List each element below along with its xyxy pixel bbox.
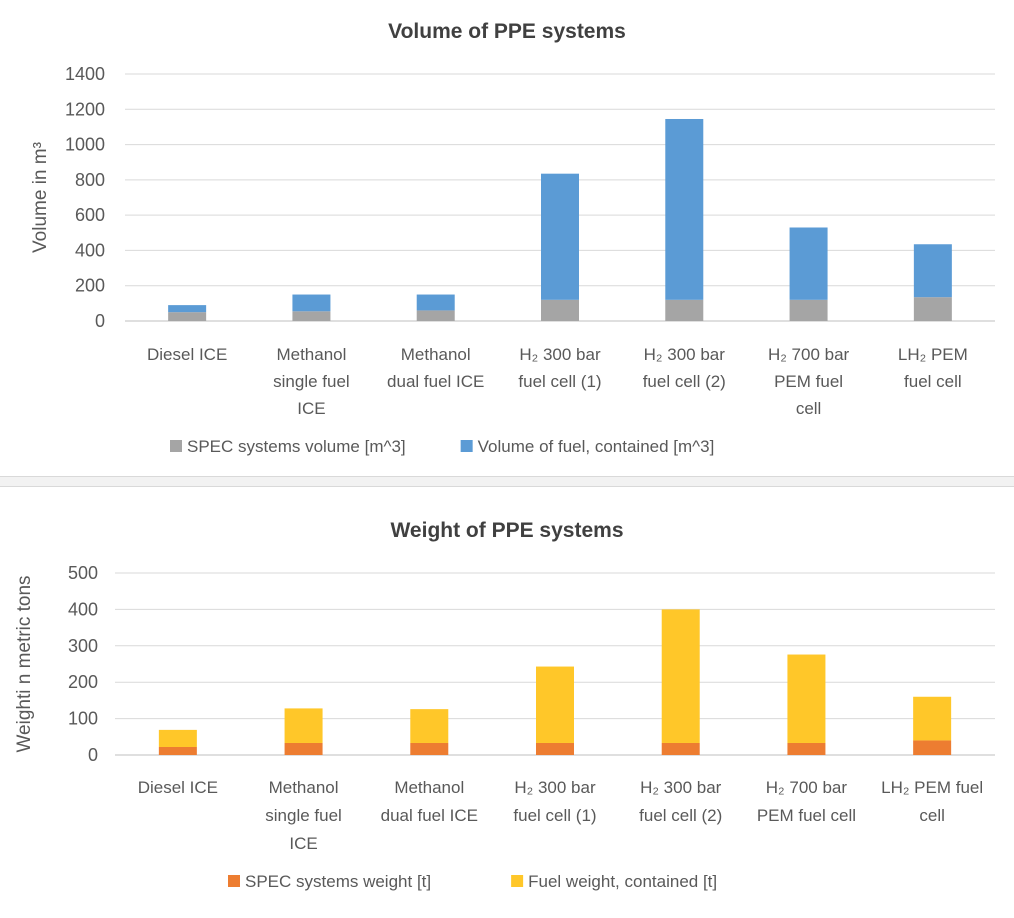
y-tick-label: 1000 [65, 135, 105, 155]
bar-segment [416, 310, 455, 321]
volume-chart: Volume of PPE systems 0 200 400 600 800 1000 12… [30, 20, 995, 456]
bar-segment [168, 312, 207, 321]
y-tick-label: 500 [68, 563, 98, 583]
x-tick-label: single fuel [265, 806, 342, 825]
bar-segment [292, 294, 331, 312]
x-tick-label: cell [796, 399, 822, 418]
y-tick-label: 800 [75, 170, 105, 190]
bar-segment [284, 708, 323, 743]
bar-segment [536, 666, 574, 743]
bar-segment [787, 654, 826, 743]
y-tick-label: 1200 [65, 99, 105, 119]
chart-title: Volume of PPE systems [388, 20, 626, 43]
legend-swatch [228, 875, 240, 887]
x-tick-label: single fuel [273, 372, 350, 391]
x-tick-label: dual fuel ICE [381, 806, 478, 825]
x-tick-label: H₂ 300 bar [644, 345, 726, 364]
bar-segment [158, 746, 197, 755]
x-tick-label: Methanol [269, 778, 339, 797]
bar-segment [536, 742, 574, 755]
y-tick-label: 200 [68, 672, 98, 692]
y-tick-label: 100 [68, 709, 98, 729]
legend-swatch [460, 440, 473, 452]
x-tick-label: fuel cell (1) [513, 806, 596, 825]
x-tick-label: fuel cell [904, 372, 962, 391]
bar-segment [787, 742, 826, 755]
x-tick-label: Diesel ICE [138, 778, 218, 797]
y-tick-label: 400 [75, 240, 105, 260]
bar-segment [168, 305, 207, 313]
bar-segment [410, 709, 449, 743]
x-tick-label: H₂ 700 bar [766, 778, 848, 797]
bar-segment [789, 299, 828, 321]
y-tick-label: 200 [75, 276, 105, 296]
weight-chart: Weight of PPE systems 0 100 200 300 400 500 Wei… [14, 519, 995, 891]
legend-label: SPEC systems weight [t] [245, 872, 431, 891]
x-tick-label: LH₂ PEM [898, 345, 968, 364]
y-tick-label: 0 [95, 311, 105, 331]
x-tick-label: PEM fuel [774, 372, 843, 391]
chart-title: Weight of PPE systems [390, 519, 623, 542]
bar-segment [158, 729, 197, 747]
bar-segment [913, 297, 952, 321]
weight-chart-panel: Weight of PPE systems 0 100 200 300 400 500 Wei… [0, 486, 1014, 918]
x-tick-label: Diesel ICE [147, 345, 227, 364]
y-tick-label: 1400 [65, 64, 105, 84]
bar-segment [661, 742, 700, 755]
x-tick-label: H₂ 700 bar [768, 345, 850, 364]
bar-segment [789, 227, 828, 300]
bar-segment [913, 696, 952, 741]
legend-swatch [170, 440, 182, 452]
x-tick-label: Methanol [401, 345, 471, 364]
panel-divider [0, 477, 1014, 486]
legend-label: SPEC systems volume [m^3] [187, 437, 406, 456]
y-tick-label: 0 [88, 745, 98, 765]
x-tick-label: ICE [289, 834, 317, 853]
x-tick-label: fuel cell (1) [518, 372, 601, 391]
legend-swatch [511, 875, 524, 887]
x-tick-label: Methanol [394, 778, 464, 797]
bar-segment [665, 299, 704, 321]
y-tick-label: 400 [68, 599, 98, 619]
y-axis-label: Volume in m³ [30, 142, 51, 253]
x-tick-label: fuel cell (2) [643, 372, 726, 391]
x-tick-label: LH₂ PEM fuel [881, 778, 983, 797]
bar-segment [410, 742, 449, 755]
legend-label: Volume of fuel, contained [m^3] [478, 437, 715, 456]
bar-segment [284, 742, 323, 755]
x-tick-label: cell [919, 806, 945, 825]
y-axis-label: Weighti n metric tons [14, 575, 35, 752]
bar-segment [913, 244, 952, 298]
bar-segment [665, 118, 704, 300]
bar-segment [913, 740, 952, 755]
volume-chart-panel: Volume of PPE systems 0 200 400 600 800 1000 12… [0, 20, 1014, 477]
x-tick-label: PEM fuel cell [757, 806, 856, 825]
bar-segment [292, 311, 331, 321]
y-tick-label: 600 [75, 205, 105, 225]
legend-label: Fuel weight, contained [t] [528, 872, 717, 891]
x-tick-label: H₂ 300 bar [514, 778, 596, 797]
x-tick-label: Methanol [276, 345, 346, 364]
x-tick-label: fuel cell (2) [639, 806, 722, 825]
y-tick-label: 300 [68, 636, 98, 656]
bar-segment [661, 609, 700, 743]
x-tick-label: dual fuel ICE [387, 372, 484, 391]
x-tick-label: H₂ 300 bar [640, 778, 722, 797]
x-tick-label: ICE [297, 399, 325, 418]
bar-segment [541, 173, 579, 300]
x-tick-label: H₂ 300 bar [519, 345, 601, 364]
bar-segment [541, 299, 579, 321]
bar-segment [416, 294, 455, 311]
